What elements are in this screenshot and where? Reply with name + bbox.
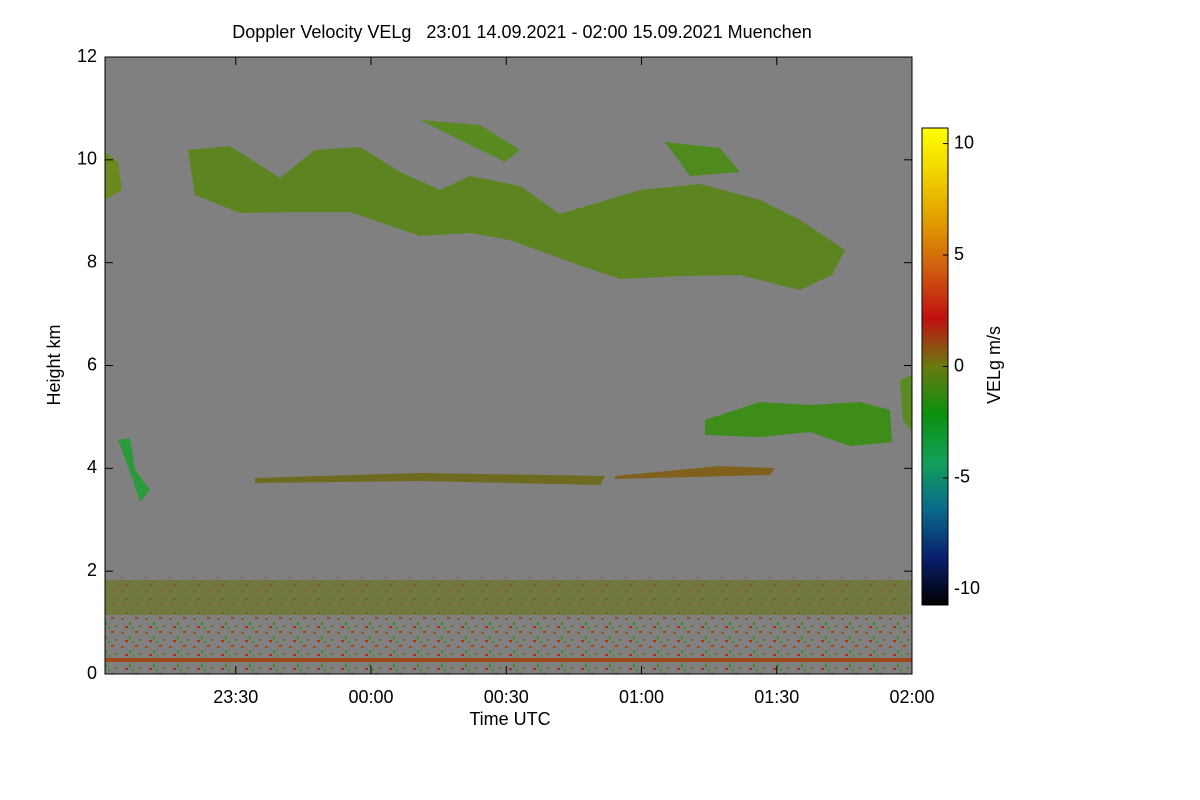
x-tick-label: 23:30 [213,687,258,707]
x-tick-label: 01:00 [619,687,664,707]
radar-echoes [105,120,912,674]
y-tick-label: 6 [87,354,97,374]
cloud-layer [188,146,845,290]
x-tick-label: 01:30 [754,687,799,707]
y-tick-label: 12 [77,46,97,66]
cloud-layer [900,375,912,432]
cloud-layer [665,142,740,176]
colorbar-tick-label: 5 [954,244,964,264]
cloud-layer [105,152,122,200]
x-axis-label: Time UTC [469,709,550,729]
x-tick-label: 00:00 [348,687,393,707]
y-tick-label: 10 [77,149,97,169]
x-tick-label: 00:30 [484,687,529,707]
boundary-layer [105,658,912,662]
colorbar-tick-label: 0 [954,355,964,375]
colorbar-tick-label: -5 [954,467,970,487]
y-tick-label: 4 [87,457,97,477]
y-tick-label: 8 [87,251,97,271]
colorbar-tick-label: 10 [954,132,974,152]
cloud-layer [255,473,605,485]
y-tick-label: 0 [87,663,97,683]
y-tick-label: 2 [87,560,97,580]
x-tick-label: 02:00 [889,687,934,707]
cloud-layer [118,438,150,502]
boundary-layer [105,580,912,615]
cloud-layer [705,402,892,446]
y-axis-label: Height km [44,324,64,405]
colorbar-tick-label: -10 [954,578,980,598]
chart-title: Doppler Velocity VELg 23:01 14.09.2021 -… [232,22,811,42]
cloud-layer [420,120,520,162]
cloud-layer [615,466,775,479]
colorbar-label: VELg m/s [984,326,1004,404]
